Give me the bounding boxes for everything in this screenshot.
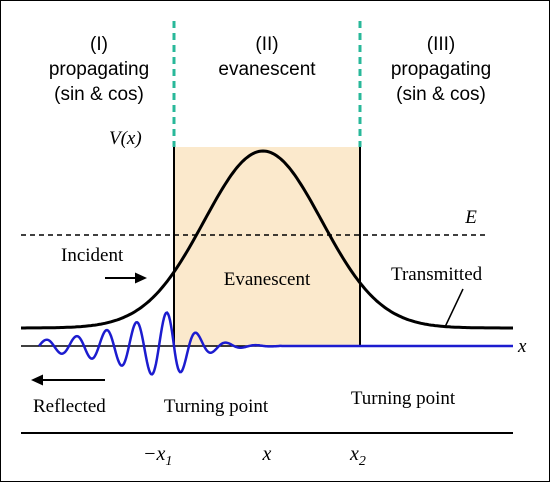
region-1-number: (I) [90,34,108,55]
bottom-center-label: x [262,443,272,465]
transmitted-pointer-line [444,288,464,328]
reflected-label: Reflected [33,396,106,417]
evanescent-label: Evanescent [224,269,311,290]
potential-curve [21,149,513,330]
x-axis-label: x [517,336,527,357]
region-3-line2: (sin & cos) [396,84,486,105]
turning-point-left-label: Turning point [164,396,269,417]
wavefunction-curve [38,311,513,376]
potential-label: V(x) [109,128,142,149]
transmitted-label: Transmitted [391,264,483,285]
turning-point-right-label: Turning point [351,388,456,409]
region-2-number: (II) [255,34,278,55]
right-turning-point-tick: x2 [349,443,366,469]
incident-label: Incident [61,245,124,266]
region-1-line2: (sin & cos) [54,84,144,105]
region-2-line1: evanescent [218,59,316,80]
left-turning-point-tick: −x1 [143,443,172,469]
barrier-region [174,147,360,347]
reflected-arrow [31,374,105,386]
region-3-number: (III) [427,34,456,55]
incident-arrow [105,272,147,284]
region-3-line1: propagating [391,59,491,80]
energy-label: E [464,207,477,228]
region-1-line1: propagating [49,59,149,80]
